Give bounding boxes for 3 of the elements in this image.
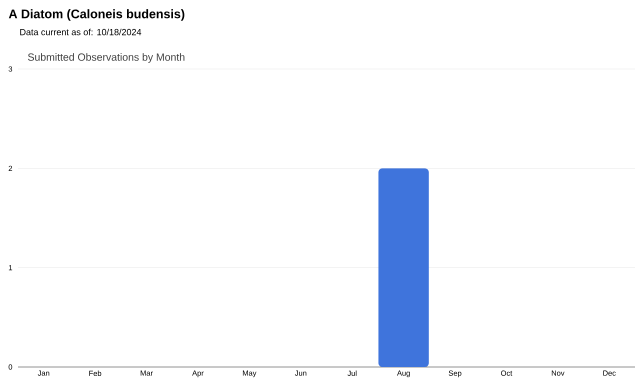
chart-title: A Diatom (Caloneis budensis) xyxy=(8,9,184,21)
chart-subtitle: Data current as of: 10/18/2024 xyxy=(20,28,142,36)
text: Submitted Observations by Month xyxy=(28,53,184,63)
